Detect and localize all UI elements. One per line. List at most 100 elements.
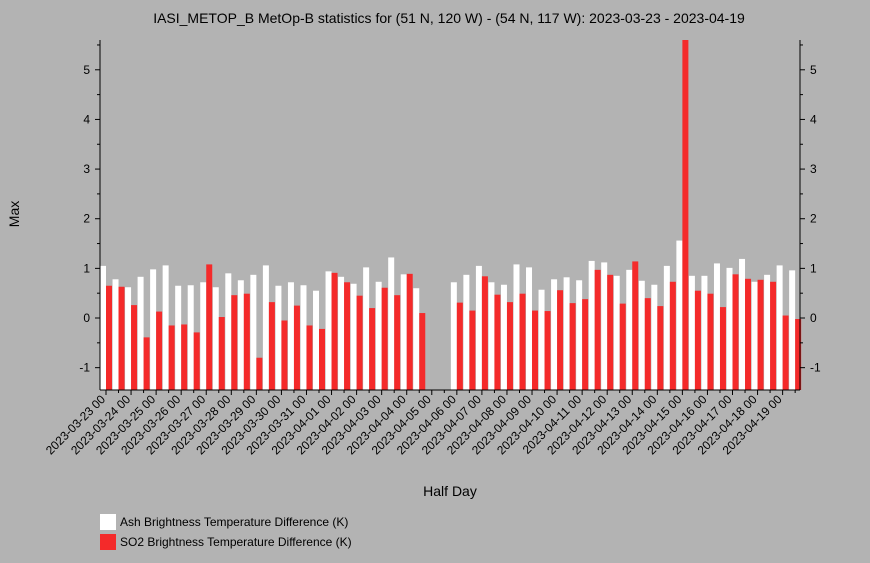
so2-bar (406, 273, 413, 390)
so2-bar (707, 293, 714, 390)
so2-bar (381, 287, 388, 390)
so2-bar (344, 282, 351, 390)
ash-bar (250, 274, 257, 390)
ash-bar (162, 265, 169, 390)
y-tick-label-left: 4 (83, 112, 90, 126)
ash-bar (588, 260, 595, 390)
so2-bar (694, 290, 701, 390)
ash-bar (313, 290, 320, 390)
so2-bar (394, 295, 401, 390)
ash-bar (513, 264, 520, 390)
so2-bar (582, 299, 589, 390)
so2-bar (770, 281, 777, 390)
ash-bar (212, 287, 219, 390)
y-tick-label-right: 1 (810, 261, 817, 275)
so2-bar (481, 276, 488, 390)
ash-bar (651, 284, 658, 390)
ash-bar (325, 271, 332, 390)
ash-bar (463, 274, 470, 390)
x-axis-label: Half Day (423, 483, 477, 499)
so2-bar (732, 274, 739, 390)
legend: Ash Brightness Temperature Difference (K… (100, 512, 352, 552)
bars-group (100, 40, 802, 390)
ash-bar (751, 281, 758, 390)
legend-swatch-ash (100, 514, 116, 530)
ash-bar (701, 275, 708, 390)
ash-bar (338, 276, 345, 390)
so2-bar (193, 332, 200, 390)
ash-bar (187, 285, 194, 390)
ash-bar (375, 281, 382, 390)
ash-bar (300, 285, 307, 390)
so2-bar (657, 306, 664, 390)
y-tick-label-right: 4 (810, 112, 817, 126)
ash-bar (538, 289, 545, 390)
chart-title: IASI_METOP_B MetOp-B statistics for (51 … (153, 10, 745, 26)
ash-bar (287, 282, 294, 390)
ash-bar (601, 262, 608, 390)
ash-bar (475, 265, 482, 390)
ash-bar (676, 240, 683, 390)
ash-bar (225, 273, 232, 390)
ash-bar (526, 267, 533, 390)
so2-bar (143, 337, 150, 390)
ash-bar (764, 274, 771, 390)
so2-bar (331, 272, 338, 390)
so2-bar (106, 285, 112, 390)
ash-bar (776, 265, 783, 390)
so2-bar (319, 328, 326, 390)
ash-bar (576, 280, 583, 390)
so2-bar (632, 261, 639, 390)
so2-bar (293, 305, 300, 390)
so2-bar (369, 308, 376, 390)
so2-bar (168, 325, 175, 390)
so2-bar (494, 294, 501, 390)
y-axis-label: Max (6, 201, 22, 227)
so2-bar (268, 302, 275, 390)
ash-bar (638, 280, 645, 390)
ash-bar (400, 274, 407, 390)
so2-bar (118, 286, 125, 390)
so2-bar (419, 313, 426, 390)
ash-bar (739, 258, 746, 390)
ash-bar (551, 279, 558, 390)
ash-bar (363, 267, 370, 390)
ash-bar (275, 285, 282, 390)
so2-bar (231, 295, 238, 390)
ash-bar (500, 284, 507, 390)
ash-bar (413, 288, 420, 390)
legend-label-ash: Ash Brightness Temperature Difference (K… (120, 515, 349, 529)
ash-bar (563, 277, 570, 390)
y-tick-label-right: 2 (810, 212, 817, 226)
ash-bar (137, 276, 144, 390)
y-tick-label-left: 5 (83, 63, 90, 77)
ash-bar (237, 280, 244, 390)
so2-bar (256, 357, 263, 390)
ash-bar (112, 279, 119, 390)
so2-bar (782, 315, 789, 390)
ash-bar (789, 270, 796, 390)
ash-bar (663, 265, 670, 390)
so2-bar (156, 311, 163, 390)
so2-bar (532, 310, 539, 390)
ash-bar (100, 265, 106, 390)
ash-bar (262, 265, 269, 390)
ash-bar (350, 283, 357, 390)
legend-label-so2: SO2 Brightness Temperature Difference (K… (120, 535, 352, 549)
so2-bar (719, 307, 726, 390)
so2-bar (218, 317, 225, 390)
ash-bar (626, 269, 633, 390)
ash-bar (175, 285, 182, 390)
so2-bar (469, 310, 476, 390)
ash-bar (688, 275, 695, 390)
ash-bar (613, 275, 620, 390)
so2-bar (131, 305, 138, 390)
y-tick-label-left: 2 (83, 212, 90, 226)
ash-bar (726, 267, 733, 390)
y-tick-label-left: 0 (83, 311, 90, 325)
legend-item-so2: SO2 Brightness Temperature Difference (K… (100, 532, 352, 552)
y-tick-label-left: -1 (79, 361, 90, 375)
ash-bar (488, 282, 495, 390)
so2-bar (557, 290, 564, 390)
